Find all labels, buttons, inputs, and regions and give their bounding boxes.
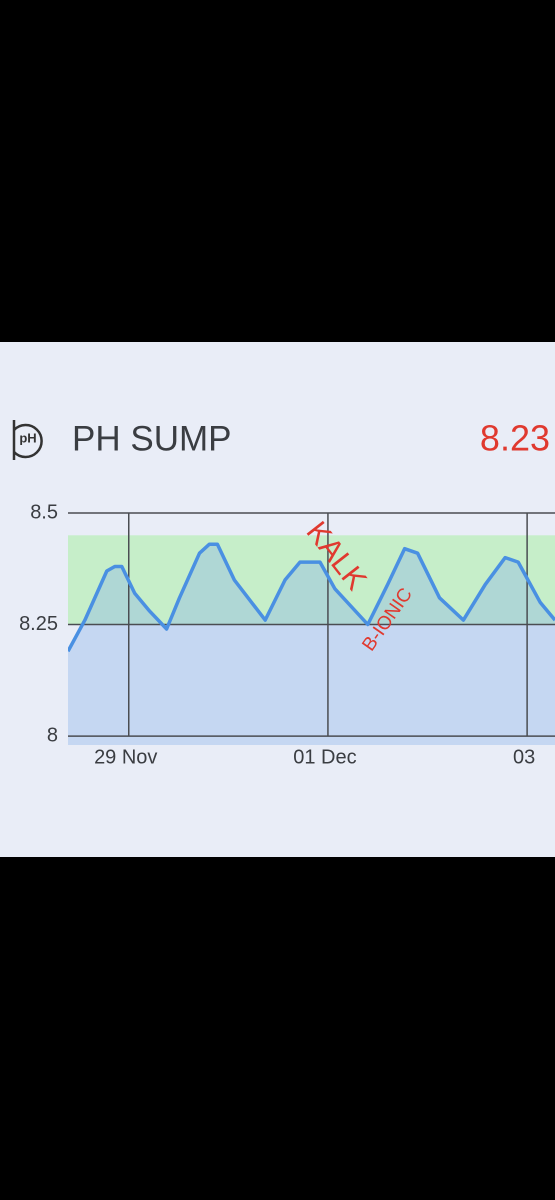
- line: [68, 542, 555, 653]
- x-tick-label: 03: [513, 746, 535, 768]
- plot-area: [68, 512, 555, 745]
- current-value: 8.23: [480, 418, 550, 459]
- ph-icon: pH: [12, 420, 43, 460]
- chart: 8.5 8.25 8 29 Nov 01 Dec 03: [19, 501, 555, 768]
- x-tick-label: 01 Dec: [293, 746, 356, 768]
- y-tick-label: 8.25: [19, 613, 58, 635]
- y-tick-label: 8.5: [30, 501, 58, 523]
- icon-label: pH: [19, 430, 36, 445]
- y-tick-label: 8: [47, 724, 58, 746]
- title: PH SUMP: [72, 419, 231, 458]
- x-tick-label: 29 Nov: [94, 746, 157, 768]
- area: [68, 544, 555, 745]
